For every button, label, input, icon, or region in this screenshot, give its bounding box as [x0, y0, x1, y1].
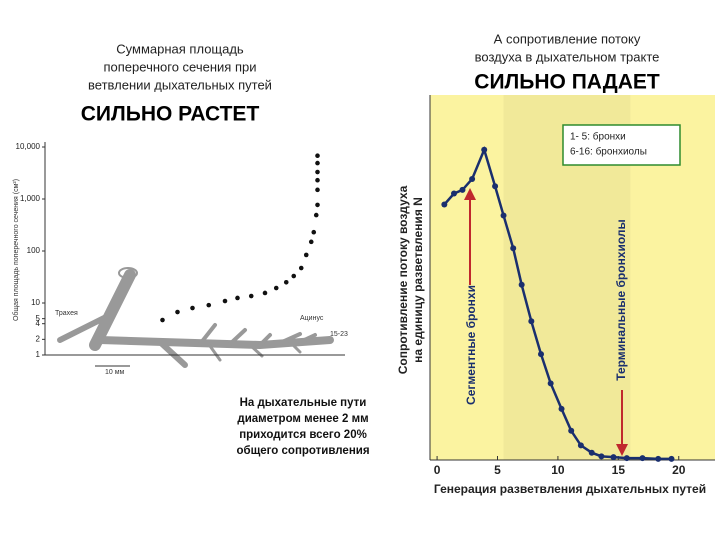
y-tick-label: 100 [27, 246, 41, 255]
point [518, 281, 525, 288]
heading-line: Суммарная площадь [116, 41, 244, 56]
point [315, 177, 320, 183]
annotation: 15-23 [330, 331, 348, 338]
heading-line: ветвлении дыхательных путей [88, 77, 272, 92]
point [558, 405, 565, 412]
arrow-head [464, 188, 476, 200]
point [308, 239, 314, 245]
point [283, 280, 289, 285]
x-tick-label: 20 [672, 463, 686, 477]
point [655, 455, 662, 462]
y-tick-label: 2 [36, 334, 41, 343]
point [639, 455, 646, 462]
point [222, 298, 228, 304]
point [668, 455, 675, 462]
x-tick-label: 5 [494, 463, 501, 477]
point [538, 351, 544, 358]
x-tick-label: 0 [434, 463, 441, 477]
point [206, 302, 212, 308]
y-axis-label: на единицу разветвления N [411, 197, 425, 363]
tree-drawing [57, 267, 334, 368]
point [291, 273, 297, 279]
x-axis-label: Генерация разветвления дыхательных путей [434, 482, 706, 496]
point [577, 442, 584, 449]
x-tick-label: 15 [612, 463, 626, 477]
point [160, 317, 165, 323]
point [451, 190, 457, 197]
point [315, 153, 320, 159]
point [481, 146, 488, 153]
y-tick-label: 10,000 [16, 142, 41, 151]
point [315, 160, 320, 166]
line [443, 146, 672, 461]
point [298, 265, 304, 271]
point [598, 453, 605, 460]
point [588, 449, 595, 456]
heading-emphasis: СИЛЬНО ПАДАЕТ [474, 71, 660, 94]
heading-line: поперечного сечения при [104, 59, 257, 74]
legend-box [562, 124, 681, 166]
point [315, 169, 320, 175]
point [441, 201, 448, 208]
annotation: Сегментные бронхи [464, 285, 478, 405]
y-tick-label: 1,000 [20, 194, 41, 203]
y-axis-label: Общая площадь поперечного сечения (см²) [12, 179, 20, 321]
point [459, 186, 466, 193]
note-line: приходится всего 20% [239, 429, 367, 441]
point [315, 202, 320, 208]
point [190, 305, 195, 311]
heading-line: А сопротивление потоку [494, 31, 641, 46]
point [262, 290, 268, 296]
point [311, 229, 317, 235]
annotation: 10 мм [105, 369, 125, 376]
y-axis-label: Сопротивление потоку воздуха [396, 185, 410, 374]
legend-entry: 6-16: бронхиолы [570, 146, 647, 158]
note-line: На дыхательные пути [240, 397, 367, 409]
point [510, 245, 517, 252]
note-line: общего сопротивления [236, 445, 369, 457]
annotation: Ацинус [300, 315, 324, 322]
x-tick-label: 10 [551, 463, 565, 477]
note-line: диаметром менее 2 мм [237, 413, 368, 425]
point [248, 293, 254, 299]
y-tick-label: 1 [36, 350, 41, 359]
point [528, 318, 535, 325]
arrow-head [616, 444, 628, 456]
point [175, 309, 180, 315]
point [500, 212, 507, 219]
heading-emphasis: СИЛЬНО РАСТЕТ [81, 103, 260, 126]
annotation: Трахея [55, 310, 78, 317]
legend-entry: 1- 5: бронхи [570, 131, 626, 143]
point [469, 175, 476, 182]
point [303, 252, 309, 258]
point [547, 380, 554, 387]
heading-line: воздуха в дыхательном тракте [475, 49, 660, 64]
point [610, 454, 617, 461]
point [623, 455, 630, 462]
point [235, 295, 240, 301]
point [313, 212, 319, 218]
y-tick-label: 5 [36, 314, 41, 323]
point [273, 285, 279, 291]
annotation: Терминальные бронхиолы [614, 219, 628, 381]
point [568, 427, 575, 434]
point [492, 183, 499, 190]
point [315, 187, 320, 193]
y-tick-label: 10 [31, 298, 40, 307]
y-tick-label: 4 [36, 319, 41, 328]
